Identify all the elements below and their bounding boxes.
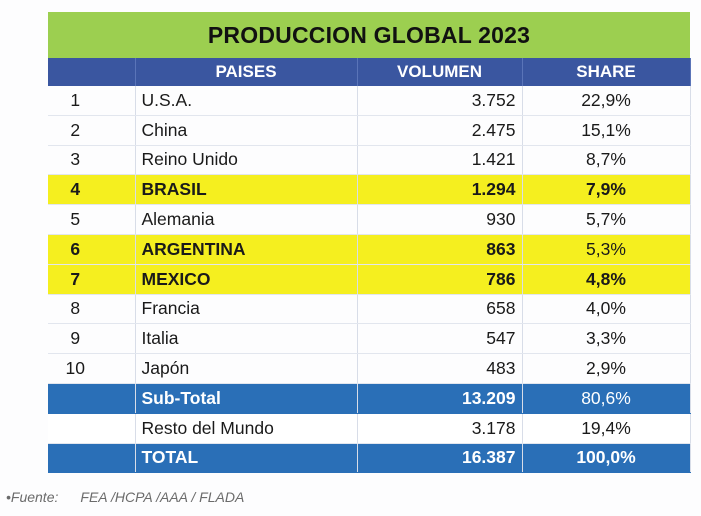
subtotal-row: Sub-Total 13.209 80,6%	[48, 383, 691, 414]
volume-cell: 863	[356, 234, 522, 265]
rank-cell: 3	[48, 145, 135, 176]
country-cell: Reino Unido	[134, 145, 357, 176]
share-cell: 7,9%	[521, 174, 691, 206]
share-cell: 4,0%	[521, 294, 691, 325]
total-row: TOTAL 16.387 100,0%	[48, 443, 691, 474]
subtotal-label: Sub-Total	[134, 383, 357, 414]
rank-cell: 8	[48, 294, 135, 325]
share-cell: 3,3%	[521, 323, 691, 355]
share-cell: 2,9%	[521, 353, 691, 384]
table-row: 9 Italia 547 3,3%	[48, 323, 691, 355]
rank-cell: 4	[48, 174, 135, 206]
share-cell: 5,3%	[521, 234, 691, 265]
share-cell: 8,7%	[521, 145, 691, 176]
rank-cell-empty	[48, 383, 135, 414]
volume-cell: 658	[356, 294, 522, 325]
table-row: 3 Reino Unido 1.421 8,7%	[48, 145, 691, 176]
country-cell: Alemania	[134, 204, 357, 235]
source-label: •Fuente:	[6, 489, 59, 505]
country-cell: BRASIL	[134, 174, 357, 206]
country-cell: U.S.A.	[134, 86, 357, 116]
table-row: 8 Francia 658 4,0%	[48, 294, 691, 325]
country-cell: Italia	[134, 323, 357, 355]
table-row: 2 China 2.475 15,1%	[48, 115, 691, 146]
country-cell: ARGENTINA	[134, 234, 357, 265]
table-header-row: PAISES VOLUMEN SHARE	[48, 58, 691, 86]
table-row: 5 Alemania 930 5,7%	[48, 204, 691, 235]
table-row-highlighted: 6 ARGENTINA 863 5,3%	[48, 234, 691, 265]
total-share: 100,0%	[521, 443, 691, 474]
header-paises: PAISES	[135, 58, 358, 86]
production-table: PAISES VOLUMEN SHARE 1 U.S.A. 3.752 22,9…	[48, 58, 691, 474]
rank-cell: 9	[48, 323, 135, 355]
table-row: 1 U.S.A. 3.752 22,9%	[48, 86, 691, 116]
total-volume: 16.387	[356, 443, 522, 474]
header-rank	[48, 58, 136, 86]
volume-cell: 930	[356, 204, 522, 235]
country-cell: Francia	[134, 294, 357, 325]
volume-cell: 547	[356, 323, 522, 355]
rank-cell: 1	[48, 86, 135, 116]
resto-share: 19,4%	[521, 413, 691, 444]
rank-cell: 7	[48, 264, 135, 295]
country-cell: Japón	[134, 353, 357, 384]
resto-row: Resto del Mundo 3.178 19,4%	[48, 413, 691, 444]
share-cell: 22,9%	[521, 86, 691, 116]
rank-cell-empty	[48, 413, 135, 444]
country-cell: China	[134, 115, 357, 146]
resto-volume: 3.178	[356, 413, 522, 444]
source-note: •Fuente: FEA /HCPA /AAA / FLADA	[6, 489, 244, 505]
table-row: 10 Japón 483 2,9%	[48, 353, 691, 384]
rank-cell: 6	[48, 234, 135, 265]
rank-cell-empty	[48, 443, 135, 474]
volume-cell: 1.294	[356, 174, 522, 206]
production-table-panel: PRODUCCION GLOBAL 2023 PAISES VOLUMEN SH…	[48, 12, 691, 474]
table-row-highlighted: 4 BRASIL 1.294 7,9%	[48, 174, 691, 206]
country-cell: MEXICO	[134, 264, 357, 295]
subtotal-share: 80,6%	[521, 383, 691, 414]
share-cell: 4,8%	[521, 264, 691, 295]
share-cell: 5,7%	[521, 204, 691, 235]
header-share: SHARE	[522, 58, 691, 86]
table-title: PRODUCCION GLOBAL 2023	[48, 12, 690, 58]
volume-cell: 786	[356, 264, 522, 295]
rank-cell: 2	[48, 115, 135, 146]
volume-cell: 3.752	[356, 86, 522, 116]
rank-cell: 10	[48, 353, 135, 384]
subtotal-volume: 13.209	[356, 383, 522, 414]
rank-cell: 5	[48, 204, 135, 235]
header-volumen: VOLUMEN	[357, 58, 523, 86]
volume-cell: 483	[356, 353, 522, 384]
share-cell: 15,1%	[521, 115, 691, 146]
volume-cell: 2.475	[356, 115, 522, 146]
source-text: FEA /HCPA /AAA / FLADA	[80, 489, 245, 505]
table-row-highlighted: 7 MEXICO 786 4,8%	[48, 264, 691, 295]
resto-label: Resto del Mundo	[134, 413, 357, 444]
volume-cell: 1.421	[356, 145, 522, 176]
total-label: TOTAL	[134, 443, 357, 474]
